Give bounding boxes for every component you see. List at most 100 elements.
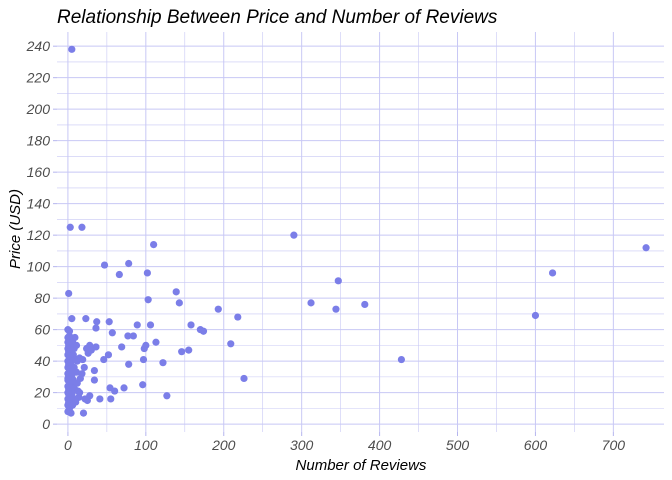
data-point — [87, 346, 95, 354]
data-point — [172, 288, 180, 296]
data-point — [64, 407, 72, 416]
data-point — [90, 366, 99, 375]
y-tick-label: 100 — [27, 259, 51, 275]
data-point — [129, 332, 137, 340]
y-tick-label: 240 — [26, 38, 51, 54]
data-point — [90, 376, 99, 384]
data-point — [65, 390, 73, 398]
x-tick-label: 100 — [134, 437, 158, 453]
data-point — [76, 374, 84, 383]
y-tick-label: 60 — [34, 322, 50, 338]
data-point — [361, 300, 369, 309]
data-point — [64, 374, 72, 383]
data-points — [64, 45, 650, 417]
data-point — [79, 409, 88, 417]
data-point — [66, 223, 74, 231]
data-point — [82, 315, 90, 323]
data-point — [65, 289, 73, 298]
data-point — [397, 355, 406, 364]
data-point — [548, 269, 557, 277]
y-axis-ticks: 0 20 40 60 80 100 120 140 160 180 200 220 240 — [26, 38, 57, 432]
y-tick-label: 180 — [27, 133, 51, 149]
data-point — [125, 360, 133, 368]
data-point — [118, 343, 126, 351]
data-point — [81, 395, 89, 403]
data-point — [332, 305, 340, 313]
y-tick-label: 80 — [34, 290, 50, 306]
data-point — [163, 392, 171, 400]
y-tick-label: 0 — [42, 416, 50, 432]
data-point — [334, 277, 342, 285]
data-point — [140, 344, 148, 353]
data-point — [108, 329, 116, 337]
data-point — [227, 340, 235, 348]
data-point — [64, 326, 72, 334]
data-point — [72, 341, 81, 349]
data-point — [65, 332, 74, 340]
data-point — [120, 384, 128, 392]
data-point — [199, 327, 208, 335]
data-point — [100, 355, 108, 364]
x-tick-label: 600 — [524, 437, 548, 453]
data-point — [93, 318, 101, 326]
x-tick-label: 500 — [446, 437, 470, 453]
data-point — [152, 338, 160, 346]
data-point — [68, 401, 77, 409]
data-point — [185, 346, 193, 354]
y-tick-label: 20 — [33, 385, 50, 401]
data-point — [100, 261, 109, 269]
y-tick-label: 140 — [27, 196, 51, 212]
data-point — [68, 366, 77, 375]
data-point — [80, 363, 88, 372]
data-point — [531, 311, 540, 320]
data-point — [175, 299, 183, 307]
y-tick-label: 160 — [27, 164, 51, 180]
data-point — [139, 355, 148, 364]
x-tick-label: 700 — [602, 437, 626, 453]
data-point — [240, 374, 248, 383]
y-axis-label: Price (USD) — [7, 189, 24, 269]
y-tick-label: 120 — [27, 227, 51, 243]
data-point — [144, 296, 152, 304]
x-tick-label: 200 — [211, 437, 236, 453]
x-tick-label: 300 — [290, 437, 314, 453]
data-point — [146, 321, 155, 329]
data-point — [71, 395, 79, 403]
data-point — [104, 351, 113, 359]
data-point — [290, 231, 298, 239]
data-point — [92, 324, 100, 332]
data-point — [105, 318, 113, 326]
data-point — [79, 355, 87, 364]
x-axis-label: Number of Reviews — [296, 457, 427, 474]
data-point — [78, 223, 86, 231]
data-point — [125, 259, 133, 268]
y-tick-label: 40 — [34, 353, 50, 369]
grid — [57, 32, 664, 432]
data-point — [107, 395, 115, 403]
data-point — [139, 381, 147, 389]
data-point — [143, 269, 151, 277]
data-point — [74, 387, 82, 395]
chart-title: Relationship Between Price and Number of… — [57, 7, 498, 28]
data-point — [96, 395, 104, 403]
x-tick-label: 0 — [64, 437, 72, 453]
x-axis-ticks: 0 100 200 300 400 500 600 700 — [64, 432, 625, 453]
data-point — [214, 305, 222, 313]
data-point — [307, 299, 315, 307]
data-point — [133, 321, 141, 329]
data-point — [159, 359, 167, 367]
data-point — [115, 270, 123, 279]
x-tick-label: 400 — [368, 437, 392, 453]
data-point — [68, 315, 76, 323]
y-tick-label: 200 — [26, 101, 51, 117]
data-point — [150, 240, 158, 249]
data-point — [124, 332, 132, 340]
data-point — [642, 244, 650, 252]
y-tick-label: 220 — [26, 70, 51, 86]
data-point — [68, 45, 76, 53]
data-point — [178, 348, 186, 356]
data-point — [187, 321, 195, 329]
data-point — [234, 313, 242, 321]
data-point — [111, 387, 119, 395]
